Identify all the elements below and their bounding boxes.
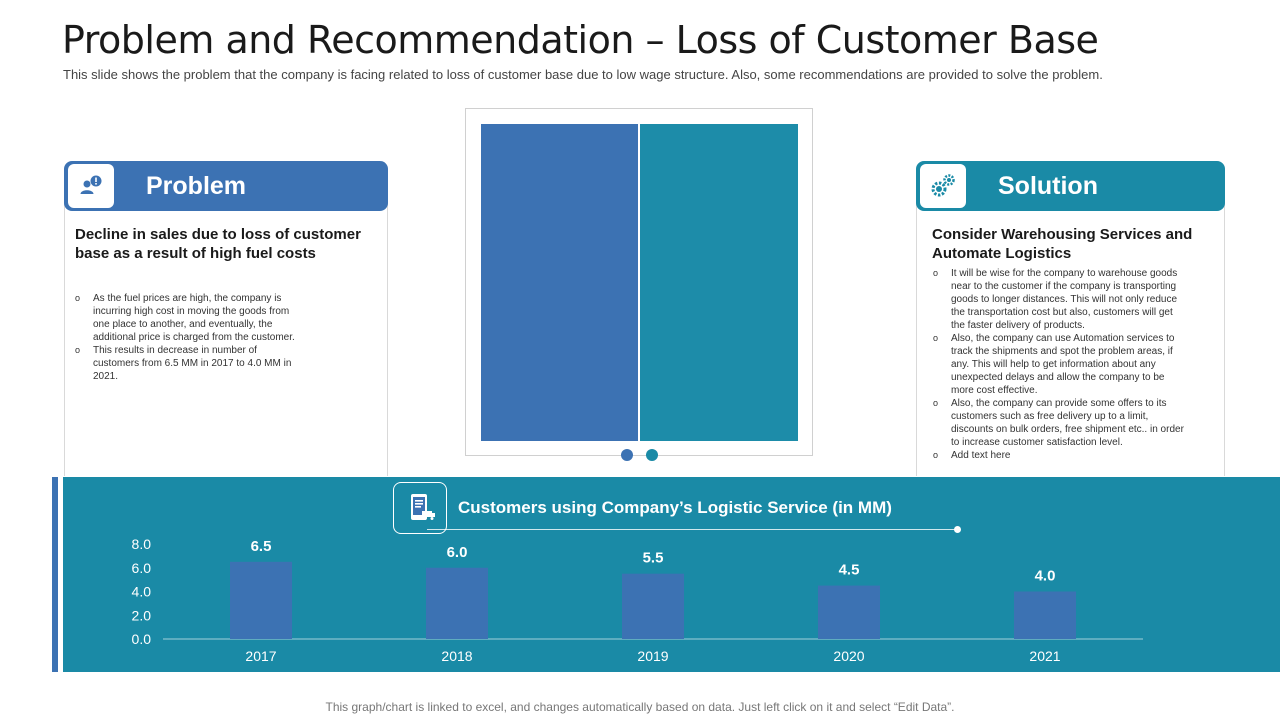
solution-label: Solution <box>998 172 1098 200</box>
problem-panel <box>64 170 388 476</box>
chart-title: Customers using Company’s Logistic Servi… <box>458 498 892 517</box>
center-image-frame <box>465 108 813 456</box>
user-alert-icon <box>80 175 102 194</box>
chart-icon-box <box>393 482 447 534</box>
problem-icon-box <box>68 164 114 208</box>
footnote: This graph/chart is linked to excel, and… <box>325 700 955 714</box>
solution-bullet-1: It will be wise for the company to wareh… <box>933 267 1188 332</box>
solution-bullet-1-text: It will be wise for the company to wareh… <box>951 268 1178 331</box>
solution-bullet-3: Also, the company can provide some offer… <box>933 397 1188 449</box>
solution-bullet-4-text: Add text here <box>951 450 1011 461</box>
problem-header: Problem <box>64 161 388 211</box>
page-subtitle: This slide shows the problem that the co… <box>63 67 1103 82</box>
solution-panel <box>916 170 1225 476</box>
problem-bullet-1: As the fuel prices are high, the company… <box>75 292 301 344</box>
solution-bullet-4: Add text here <box>933 449 1188 462</box>
gears-icon <box>931 174 955 197</box>
chart-title-underline-dot <box>954 526 961 533</box>
solution-bullets: It will be wise for the company to wareh… <box>933 267 1188 462</box>
chart-title-underline <box>427 529 957 530</box>
image-right-panel <box>640 124 798 441</box>
solution-bullet-3-text: Also, the company can provide some offer… <box>951 398 1184 448</box>
delivery-phone-icon <box>411 494 435 520</box>
solution-icon-box <box>920 164 966 208</box>
image-left-panel <box>481 124 638 441</box>
indicator-dot-blue <box>621 449 633 461</box>
solution-header: Solution <box>916 161 1225 211</box>
solution-bullet-2: Also, the company can use Automation ser… <box>933 332 1188 397</box>
problem-heading: Decline in sales due to loss of customer… <box>75 226 361 262</box>
indicator-dot-teal <box>646 449 658 461</box>
solution-bullet-2-text: Also, the company can use Automation ser… <box>951 333 1175 396</box>
problem-bullets: As the fuel prices are high, the company… <box>75 292 301 383</box>
solution-heading: Consider Warehousing Services and Automa… <box>932 226 1193 262</box>
problem-bullet-2-text: This results in decrease in number of cu… <box>93 345 292 382</box>
chart-band-accent <box>52 477 58 672</box>
page-title: Problem and Recommendation – Loss of Cus… <box>62 18 1099 62</box>
problem-label: Problem <box>146 172 247 200</box>
problem-bullet-1-text: As the fuel prices are high, the company… <box>93 293 295 343</box>
problem-bullet-2: This results in decrease in number of cu… <box>75 344 301 383</box>
